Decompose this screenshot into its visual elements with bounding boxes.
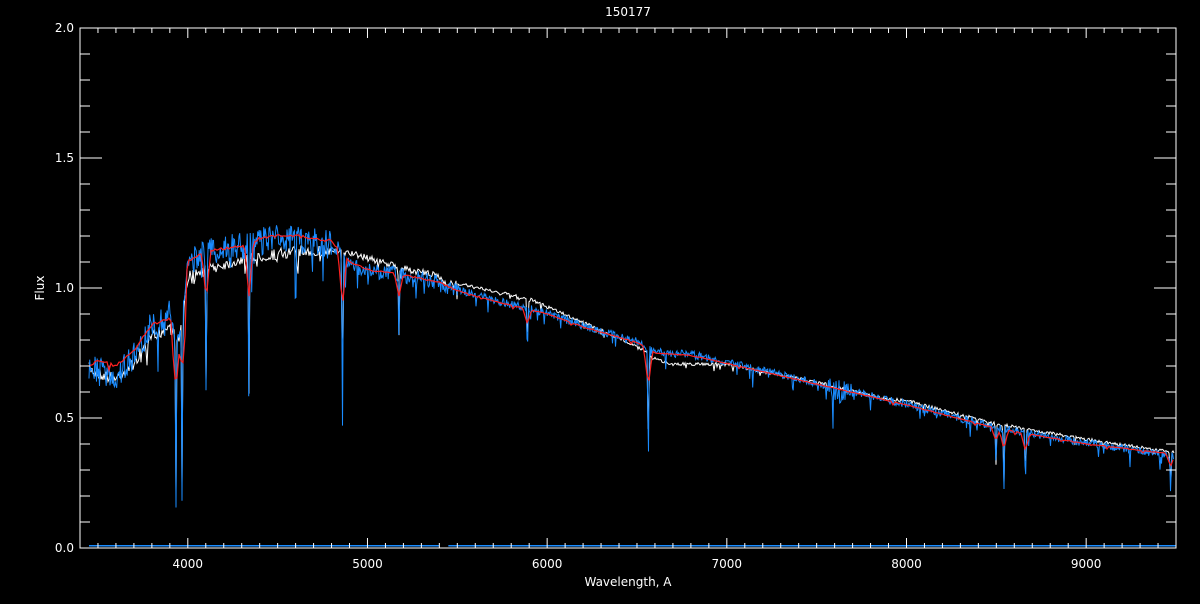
axes-layer: 4000 5000 6000 7000 8000 9000 0.0 0.5 1.0 1.5 2.0	[55, 21, 1177, 571]
series-line-1	[88, 225, 1174, 508]
x-tick-label: 6000	[532, 557, 563, 571]
x-tick-label: 7000	[712, 557, 743, 571]
y-tick-label: 2.0	[55, 21, 74, 35]
x-tick-label: 5000	[352, 557, 383, 571]
series-line-0	[88, 245, 1175, 491]
y-axis-label: Flux	[33, 276, 47, 301]
series-line-2	[88, 234, 1174, 467]
chart-title: 150177	[605, 5, 651, 19]
y-tick-label: 1.0	[55, 281, 74, 295]
x-tick-label: 4000	[173, 557, 204, 571]
x-axis-label: Wavelength, A	[584, 575, 672, 589]
y-tick-label: 0.5	[55, 411, 74, 425]
y-tick-label: 1.5	[55, 151, 74, 165]
y-tick-label: 0.0	[55, 541, 74, 555]
x-tick-label: 8000	[891, 557, 922, 571]
series-layer	[88, 225, 1176, 547]
x-tick-label: 9000	[1071, 557, 1102, 571]
plot-frame	[79, 27, 1177, 549]
